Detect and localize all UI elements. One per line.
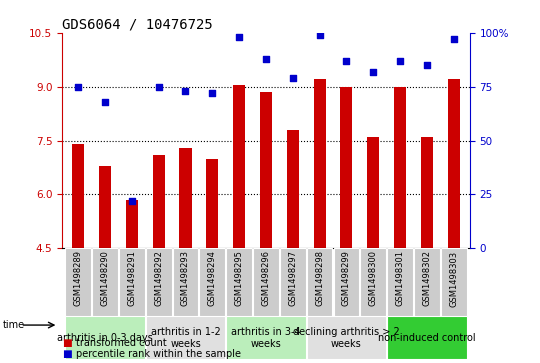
Point (74, 84, 83, 90)
Text: GSM1498289: GSM1498289 (73, 250, 83, 306)
Bar (448, 79, 460, 248)
Bar (260, 92, 272, 248)
Bar (226, 248, 252, 316)
Bar (360, 248, 386, 316)
Text: GSM1498293: GSM1498293 (181, 250, 190, 306)
Point (288, 75, 297, 81)
Text: GSM1498292: GSM1498292 (154, 250, 163, 306)
Bar (206, 159, 218, 248)
Bar (173, 248, 198, 316)
Bar (92, 248, 118, 316)
Bar (99, 166, 111, 248)
Point (315, 32, 324, 38)
Bar (199, 248, 225, 316)
Text: GSM1498291: GSM1498291 (127, 250, 136, 306)
Bar (126, 200, 138, 248)
Bar (287, 130, 299, 248)
Bar (253, 248, 279, 316)
Text: arthritis in 1-2
weeks: arthritis in 1-2 weeks (151, 327, 220, 348)
Bar (421, 137, 433, 248)
Bar (414, 248, 440, 316)
Point (449, 36, 458, 42)
Point (235, 34, 244, 40)
Text: GSM1498301: GSM1498301 (396, 250, 404, 306)
Text: GSM1498294: GSM1498294 (208, 250, 217, 306)
Bar (146, 248, 172, 316)
Text: ■: ■ (62, 349, 72, 359)
Bar (233, 85, 245, 248)
Text: GSM1498300: GSM1498300 (369, 250, 378, 306)
Bar (153, 155, 165, 248)
Point (208, 90, 217, 96)
Text: arthritis in 3-4
weeks: arthritis in 3-4 weeks (231, 327, 301, 348)
Bar (441, 248, 467, 316)
Text: GSM1498302: GSM1498302 (422, 250, 431, 306)
Bar (307, 248, 333, 316)
Point (369, 69, 377, 74)
Text: GSM1498296: GSM1498296 (261, 250, 271, 306)
Point (127, 198, 136, 204)
Point (423, 62, 431, 68)
Bar (179, 148, 192, 248)
Text: GSM1498295: GSM1498295 (234, 250, 244, 306)
Text: GSM1498303: GSM1498303 (449, 250, 458, 307)
Point (181, 88, 190, 94)
Bar (226, 316, 306, 359)
Text: transformed count: transformed count (76, 338, 166, 348)
Bar (65, 316, 145, 359)
Text: declining arthritis > 2
weeks: declining arthritis > 2 weeks (293, 327, 400, 348)
Bar (280, 248, 306, 316)
Bar (146, 316, 225, 359)
Point (342, 58, 351, 64)
Text: GSM1498290: GSM1498290 (100, 250, 110, 306)
Text: GSM1498299: GSM1498299 (342, 250, 351, 306)
Text: GSM1498298: GSM1498298 (315, 250, 324, 306)
Point (261, 56, 270, 61)
Bar (334, 248, 359, 316)
Bar (72, 144, 84, 248)
Text: non-induced control: non-induced control (378, 333, 476, 343)
Bar (65, 248, 91, 316)
Bar (340, 87, 353, 248)
Bar (307, 316, 386, 359)
Bar (119, 248, 145, 316)
Bar (394, 87, 406, 248)
Point (154, 84, 163, 90)
Point (396, 58, 404, 64)
Text: percentile rank within the sample: percentile rank within the sample (76, 349, 241, 359)
Text: GDS6064 / 10476725: GDS6064 / 10476725 (62, 17, 213, 32)
Bar (387, 248, 413, 316)
Bar (387, 316, 467, 359)
Bar (314, 79, 326, 248)
Text: time: time (3, 320, 25, 330)
Text: GSM1498297: GSM1498297 (288, 250, 298, 306)
Text: arthritis in 0-3 days: arthritis in 0-3 days (57, 333, 153, 343)
Point (100, 99, 109, 105)
Text: ■: ■ (62, 338, 72, 348)
Bar (367, 137, 379, 248)
